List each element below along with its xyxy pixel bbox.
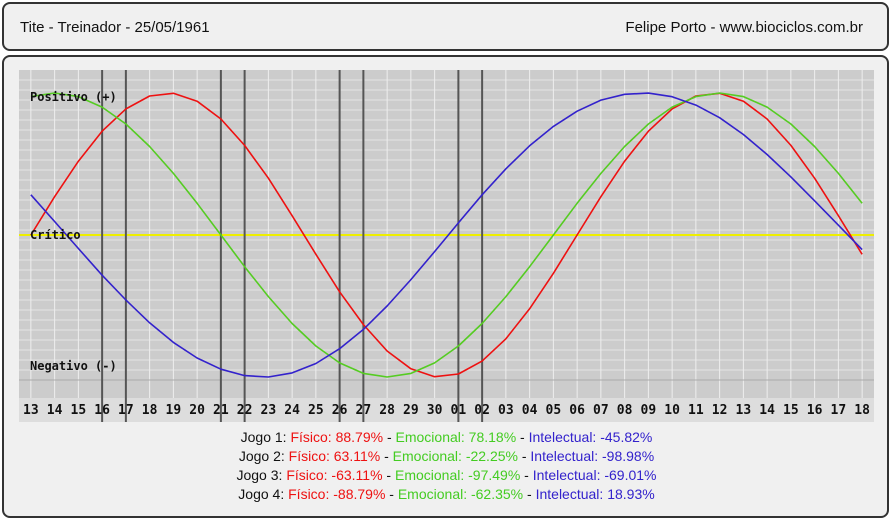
x-tick-label: 18 [142, 403, 158, 418]
x-label-band [19, 398, 874, 422]
legend-fisico: Físico: 63.11% [288, 448, 381, 464]
x-tick-label: 27 [356, 403, 372, 418]
x-tick-label: 28 [379, 403, 395, 418]
legend-emocional: Emocional: -62.35% [397, 486, 524, 502]
legend-row-1: Jogo 1: Físico: 88.79% - Emocional: 78.1… [0, 428, 893, 447]
x-tick-label: 07 [593, 403, 609, 418]
x-tick-label: 16 [807, 403, 823, 418]
x-tick-label: 14 [47, 403, 63, 418]
legend-sep: - [517, 448, 531, 464]
legend-sep: - [383, 429, 396, 445]
x-tick-label: 18 [854, 403, 870, 418]
x-tick-label: 14 [759, 403, 775, 418]
x-tick-label: 11 [688, 403, 704, 418]
legend-intelectual: Intelectual: -98.98% [530, 448, 655, 464]
header-title: Tite - Treinador - 25/05/1961 [20, 19, 210, 36]
legend: Jogo 1: Físico: 88.79% - Emocional: 78.1… [0, 428, 893, 504]
x-tick-label: 29 [403, 403, 419, 418]
x-tick-label: 19 [166, 403, 182, 418]
x-tick-label: 20 [189, 403, 205, 418]
legend-jogo-label: Jogo 2: [238, 448, 285, 464]
legend-fisico: Físico: -63.11% [286, 467, 383, 483]
legend-jogo-label: Jogo 1: [240, 429, 287, 445]
header-bar: Tite - Treinador - 25/05/1961 Felipe Por… [2, 2, 889, 51]
legend-row-2: Jogo 2: Físico: 63.11% - Emocional: -22.… [0, 447, 893, 466]
x-tick-label: 16 [94, 403, 110, 418]
x-tick-label: 02 [474, 403, 490, 418]
legend-jogo-label: Jogo 3: [236, 467, 283, 483]
legend-intelectual: Intelectual: 18.93% [535, 486, 655, 502]
legend-fisico: Físico: 88.79% [290, 429, 384, 445]
legend-emocional: Emocional: 78.18% [395, 429, 517, 445]
legend-jogo-label: Jogo 4: [238, 486, 285, 502]
negativo-label: Negativo (-) [30, 359, 117, 373]
legend-sep: - [523, 486, 536, 502]
legend-intelectual: Intelectual: -69.01% [532, 467, 657, 483]
fisico-curve [30, 92, 863, 378]
critico-label: Crítico [30, 228, 81, 242]
x-tick-label: 05 [546, 403, 562, 418]
x-tick-label: 10 [664, 403, 680, 418]
x-tick-label: 06 [569, 403, 585, 418]
x-tick-label: 08 [617, 403, 633, 418]
x-tick-label: 17 [118, 403, 134, 418]
legend-sep: - [516, 429, 529, 445]
legend-row-3: Jogo 3: Físico: -63.11% - Emocional: -97… [0, 466, 893, 485]
x-tick-label: 23 [261, 403, 277, 418]
x-tick-label: 09 [641, 403, 657, 418]
legend-row-4: Jogo 4: Físico: -88.79% - Emocional: -62… [0, 485, 893, 504]
emocional-curve [30, 92, 863, 378]
x-tick-label: 22 [237, 403, 253, 418]
x-tick-label: 30 [427, 403, 443, 418]
x-tick-label: 17 [831, 403, 847, 418]
x-tick-label: 15 [71, 403, 87, 418]
x-tick-label: 26 [332, 403, 348, 418]
positivo-label: Positivo (+) [30, 90, 117, 104]
x-tick-label: 13 [23, 403, 39, 418]
header-site[interactable]: Felipe Porto - www.biociclos.com.br [625, 19, 863, 36]
intelectual-curve [30, 92, 863, 378]
x-tick-label: 21 [213, 403, 229, 418]
legend-sep: - [380, 448, 393, 464]
x-tick-label: 25 [308, 403, 324, 418]
legend-intelectual: Intelectual: -45.82% [528, 429, 653, 445]
legend-fisico: Físico: -88.79% [288, 486, 386, 502]
x-tick-label: 04 [522, 403, 538, 418]
x-tick-label: 24 [284, 403, 300, 418]
legend-emocional: Emocional: -22.25% [392, 448, 518, 464]
x-tick-label: 01 [451, 403, 467, 418]
legend-emocional: Emocional: -97.49% [395, 467, 521, 483]
x-tick-label: 13 [736, 403, 752, 418]
x-tick-label: 12 [712, 403, 728, 418]
x-tick-label: 15 [783, 403, 799, 418]
legend-sep: - [520, 467, 533, 483]
x-tick-label: 03 [498, 403, 514, 418]
plot-area [19, 70, 874, 422]
legend-sep: - [382, 467, 395, 483]
legend-sep: - [385, 486, 398, 502]
